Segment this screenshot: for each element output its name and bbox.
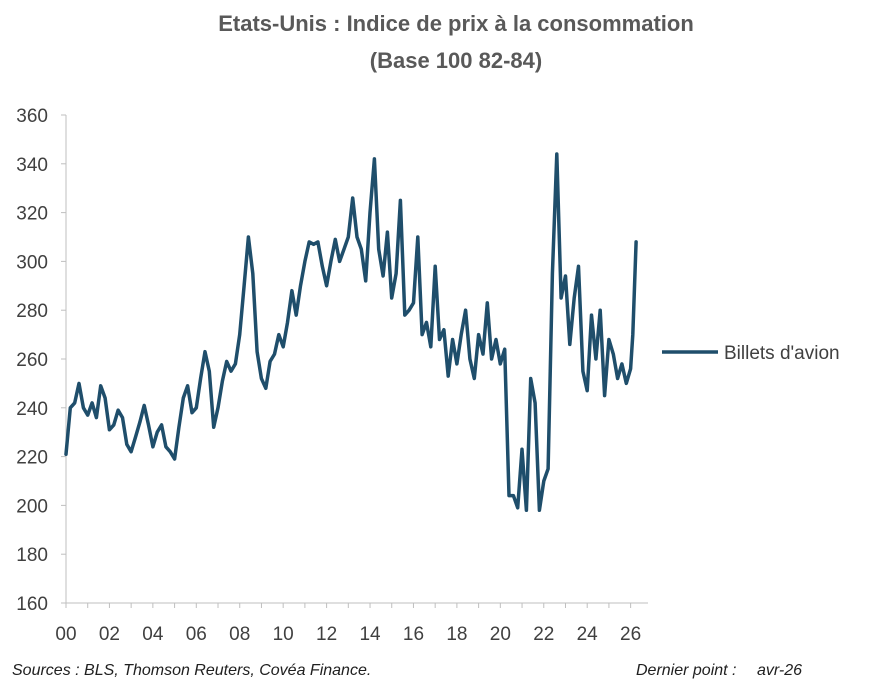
y-tick-label: 320	[16, 204, 48, 225]
legend-label: Billets d'avion	[724, 343, 840, 364]
x-tick-label: 10	[273, 624, 294, 645]
y-tick-label: 160	[16, 594, 48, 615]
x-tick-label: 02	[99, 624, 120, 645]
y-tick-label: 180	[16, 545, 48, 566]
x-tick-label: 04	[142, 624, 164, 645]
x-tick-label: 24	[577, 624, 599, 645]
y-tick-label: 260	[16, 350, 48, 371]
y-tick-label: 340	[16, 155, 48, 176]
chart-subtitle: (Base 100 82-84)	[370, 48, 542, 73]
y-tick-label: 240	[16, 399, 48, 420]
x-axis: 00 02 04 06 08 10 12 14 16 18 20 22 24 26	[55, 602, 648, 645]
x-tick-label: 22	[533, 624, 554, 645]
y-tick-label: 220	[16, 448, 48, 469]
series-layer	[64, 152, 638, 513]
x-tick-label: 12	[316, 624, 337, 645]
y-tick-label: 280	[16, 301, 48, 322]
legend: Billets d'avion	[662, 343, 840, 364]
x-tick-label: 06	[186, 624, 207, 645]
x-tick-label: 14	[359, 624, 381, 645]
y-axis: 160 180 200 220 240 260 280 300 320 340 360	[16, 106, 67, 615]
x-tick-label: 18	[446, 624, 467, 645]
y-tick-label: 300	[16, 252, 48, 273]
last-point-label: Dernier point :	[636, 662, 737, 679]
last-point-note: Dernier point : avr-26	[636, 662, 802, 680]
x-tick-label: 00	[55, 624, 76, 645]
x-tick-label: 08	[229, 624, 250, 645]
series-line	[64, 152, 638, 513]
x-tick-label: 20	[490, 624, 511, 645]
y-tick-label: 360	[16, 106, 48, 127]
chart-title: Etats-Unis : Indice de prix à la consomm…	[218, 11, 694, 36]
source-note: Sources : BLS, Thomson Reuters, Covéa Fi…	[12, 662, 372, 679]
x-tick-label: 26	[620, 624, 641, 645]
last-point-value: avr-26	[756, 662, 803, 679]
y-tick-label: 200	[16, 496, 48, 517]
x-tick-label: 16	[403, 624, 424, 645]
